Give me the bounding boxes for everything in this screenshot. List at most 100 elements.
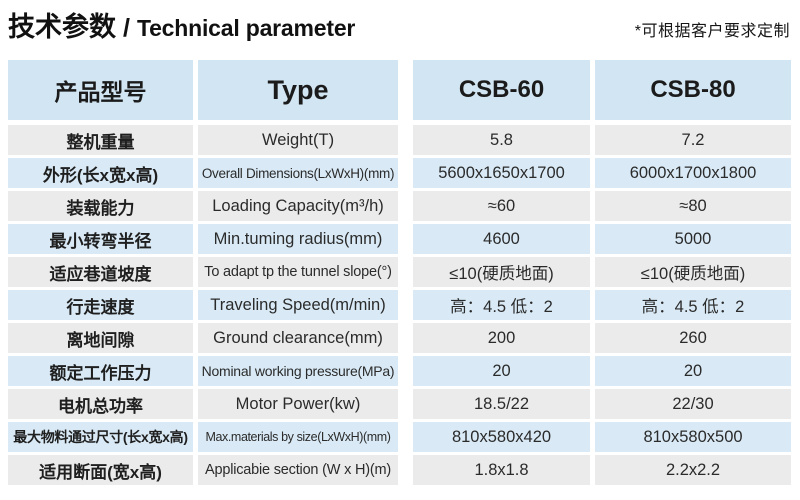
header-product-model-label: 产品型号 bbox=[54, 79, 147, 105]
header-type: Type bbox=[198, 60, 398, 120]
cell-text-csb80: 2.2x2.2 bbox=[665, 460, 721, 479]
title-separator: / bbox=[123, 14, 130, 42]
spec-table: 产品型号 Type CSB-60 CSB-80 整机重量 Weight(T) 5… bbox=[8, 60, 791, 488]
table-row: 外形(长x宽x高) Overall Dimensions(LxWxH)(mm) … bbox=[8, 158, 791, 188]
cell-text-zh: 适应巷道坡度 bbox=[49, 264, 152, 284]
value-csb60: 5.8 bbox=[413, 125, 590, 155]
cell-text-csb80: 20 bbox=[683, 361, 703, 380]
cell-text-csb60: 高：4.5 低：2 bbox=[450, 298, 553, 316]
cell-text-en: Ground clearance(mm) bbox=[213, 328, 383, 347]
value-csb80: 810x580x500 bbox=[595, 422, 791, 452]
param-name-chinese: 离地间隙 bbox=[8, 323, 193, 353]
param-name-english: Traveling Speed(m/min) bbox=[198, 290, 398, 320]
cell-text-en: Motor Power(kw) bbox=[235, 394, 361, 413]
value-csb60: ≈60 bbox=[413, 191, 590, 221]
param-name-english: Max.materials by size(LxWxH)(mm) bbox=[198, 422, 398, 452]
param-name-english: Ground clearance(mm) bbox=[198, 323, 398, 353]
header-csb80-label: CSB-80 bbox=[650, 76, 736, 103]
cell-text-csb60: 18.5/22 bbox=[473, 394, 530, 413]
cell-text-csb80: 6000x1700x1800 bbox=[629, 163, 757, 182]
table-header-row: 产品型号 Type CSB-60 CSB-80 bbox=[8, 60, 791, 120]
param-name-chinese: 整机重量 bbox=[8, 125, 193, 155]
cell-text-en: To adapt tp the tunnel slope(°) bbox=[204, 264, 392, 280]
value-csb80: 7.2 bbox=[595, 125, 791, 155]
value-csb80: 5000 bbox=[595, 224, 791, 254]
param-name-chinese: 适用断面(宽x高) bbox=[8, 455, 193, 485]
cell-text-zh: 离地间隙 bbox=[66, 330, 135, 350]
cell-text-csb80: ≤10(硬质地面) bbox=[640, 265, 746, 283]
cell-text-zh: 最小转弯半径 bbox=[49, 231, 152, 251]
page-title-english: Technical parameter bbox=[136, 15, 356, 41]
cell-text-en: Min.tuming radius(mm) bbox=[213, 229, 383, 248]
cell-text-zh: 适用断面(宽x高) bbox=[39, 462, 162, 482]
cell-text-csb60: ≈60 bbox=[487, 196, 516, 215]
value-csb60: 200 bbox=[413, 323, 590, 353]
cell-text-csb60: ≤10(硬质地面) bbox=[449, 265, 554, 283]
cell-text-csb80: ≈80 bbox=[679, 196, 707, 215]
param-name-english: Weight(T) bbox=[198, 125, 398, 155]
table-row: 适应巷道坡度 To adapt tp the tunnel slope(°) ≤… bbox=[8, 257, 791, 287]
header-csb80: CSB-80 bbox=[595, 60, 791, 120]
value-csb60: 810x580x420 bbox=[413, 422, 590, 452]
value-csb60: 18.5/22 bbox=[413, 389, 590, 419]
param-name-chinese: 电机总功率 bbox=[8, 389, 193, 419]
param-name-chinese: 最大物料通过尺寸(长x宽x高) bbox=[8, 422, 193, 452]
param-name-english: Nominal working pressure(MPa) bbox=[198, 356, 398, 386]
cell-text-csb80: 260 bbox=[679, 328, 707, 347]
cell-text-csb60: 1.8x1.8 bbox=[474, 460, 529, 479]
cell-text-csb80: 5000 bbox=[674, 229, 712, 248]
value-csb80: ≤10(硬质地面) bbox=[595, 257, 791, 287]
table-row: 装载能力 Loading Capacity(m³/h) ≈60 ≈80 bbox=[8, 191, 791, 221]
value-csb80: 22/30 bbox=[595, 389, 791, 419]
page-title: 技术参数 / Technical parameter bbox=[8, 10, 355, 45]
param-name-chinese: 行走速度 bbox=[8, 290, 193, 320]
param-name-chinese: 额定工作压力 bbox=[8, 356, 193, 386]
cell-text-csb60: 200 bbox=[487, 328, 516, 347]
value-csb80: 260 bbox=[595, 323, 791, 353]
param-name-chinese: 最小转弯半径 bbox=[8, 224, 193, 254]
value-csb60: 1.8x1.8 bbox=[413, 455, 590, 485]
param-name-chinese: 装载能力 bbox=[8, 191, 193, 221]
cell-text-en: Max.materials by size(LxWxH)(mm) bbox=[205, 430, 391, 444]
cell-text-zh: 装载能力 bbox=[66, 198, 135, 218]
value-csb80: ≈80 bbox=[595, 191, 791, 221]
param-name-english: Motor Power(kw) bbox=[198, 389, 398, 419]
param-name-chinese: 外形(长x宽x高) bbox=[8, 158, 193, 188]
table-row: 额定工作压力 Nominal working pressure(MPa) 20 … bbox=[8, 356, 791, 386]
cell-text-csb80: 高：4.5 低：2 bbox=[641, 298, 745, 316]
param-name-english: To adapt tp the tunnel slope(°) bbox=[198, 257, 398, 287]
table-row: 电机总功率 Motor Power(kw) 18.5/22 22/30 bbox=[8, 389, 791, 419]
cell-text-en: Overall Dimensions(LxWxH)(mm) bbox=[201, 165, 395, 181]
top-bar: 技术参数 / Technical parameter *可根据客户要求定制 bbox=[8, 10, 790, 45]
cell-text-csb80: 7.2 bbox=[681, 130, 705, 149]
cell-text-en: Nominal working pressure(MPa) bbox=[201, 363, 395, 379]
value-csb60: 5600x1650x1700 bbox=[413, 158, 590, 188]
param-name-english: Min.tuming radius(mm) bbox=[198, 224, 398, 254]
param-name-chinese: 适应巷道坡度 bbox=[8, 257, 193, 287]
param-name-english: Loading Capacity(m³/h) bbox=[198, 191, 398, 221]
header-type-label: Type bbox=[267, 74, 329, 105]
cell-text-csb80: 22/30 bbox=[672, 394, 714, 413]
header-product-model: 产品型号 bbox=[8, 60, 193, 120]
table-row: 整机重量 Weight(T) 5.8 7.2 bbox=[8, 125, 791, 155]
cell-text-csb60: 810x580x420 bbox=[451, 427, 552, 446]
cell-text-en: Applicabie section (W x H)(m) bbox=[205, 462, 391, 478]
cell-text-en: Weight(T) bbox=[261, 130, 335, 149]
cell-text-zh: 额定工作压力 bbox=[49, 363, 152, 383]
value-csb80: 6000x1700x1800 bbox=[595, 158, 791, 188]
cell-text-en: Loading Capacity(m³/h) bbox=[212, 196, 384, 215]
table-row: 行走速度 Traveling Speed(m/min) 高：4.5 低：2 高：… bbox=[8, 290, 791, 320]
customization-note: *可根据客户要求定制 bbox=[634, 23, 790, 41]
value-csb60: ≤10(硬质地面) bbox=[413, 257, 590, 287]
cell-text-zh: 最大物料通过尺寸(长x宽x高) bbox=[13, 429, 188, 445]
cell-text-csb60: 4600 bbox=[483, 229, 520, 248]
cell-text-csb60: 20 bbox=[492, 361, 511, 380]
page-title-chinese: 技术参数 bbox=[8, 12, 116, 42]
cell-text-zh: 整机重量 bbox=[66, 132, 135, 152]
header-csb60: CSB-60 bbox=[413, 60, 590, 120]
param-name-english: Overall Dimensions(LxWxH)(mm) bbox=[198, 158, 398, 188]
param-name-english: Applicabie section (W x H)(m) bbox=[198, 455, 398, 485]
value-csb80: 2.2x2.2 bbox=[595, 455, 791, 485]
table-row: 最小转弯半径 Min.tuming radius(mm) 4600 5000 bbox=[8, 224, 791, 254]
